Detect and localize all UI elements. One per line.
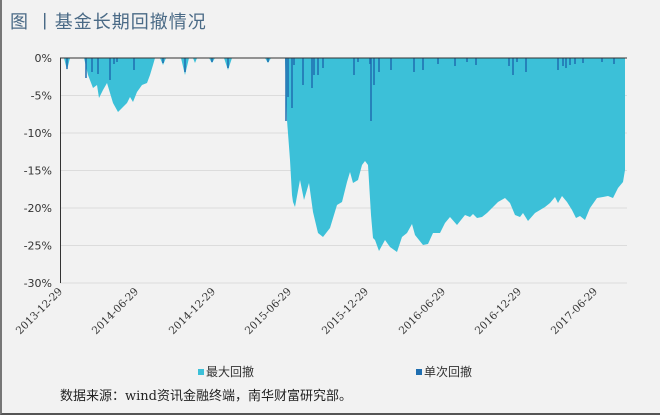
svg-text:2015-06-29: 2015-06-29 — [243, 286, 294, 337]
x-axis-labels: 2013-12-29 2014-06-29 2014-12-29 2015-06… — [14, 286, 600, 337]
svg-text:2013-12-29: 2013-12-29 — [14, 286, 65, 337]
legend-item-single-drawdown[interactable]: 单次回撤 — [416, 363, 472, 380]
svg-text:-30%: -30% — [24, 277, 52, 290]
legend-item-max-drawdown[interactable]: 最大回撤 — [198, 363, 254, 380]
legend-swatch-icon — [198, 368, 204, 375]
max-drawdown-area — [61, 58, 625, 252]
y-axis-labels: 0% -5% -10% -15% -20% -25% -30% — [24, 52, 52, 290]
svg-text:2016-12-29: 2016-12-29 — [473, 286, 524, 337]
svg-text:2015-12-29: 2015-12-29 — [320, 286, 371, 337]
chart-title: 图 丨基金长期回撤情况 — [10, 12, 207, 33]
data-source-note: 数据来源：wind资讯金融终端，南华财富研究部。 — [60, 389, 352, 404]
svg-text:-20%: -20% — [24, 202, 52, 215]
svg-text:-15%: -15% — [24, 165, 52, 178]
svg-text:-25%: -25% — [24, 240, 52, 253]
svg-text:0%: 0% — [35, 52, 52, 65]
svg-text:2014-06-29: 2014-06-29 — [90, 286, 141, 337]
svg-text:-5%: -5% — [31, 90, 52, 103]
svg-text:-10%: -10% — [24, 127, 52, 140]
svg-text:2016-06-29: 2016-06-29 — [397, 286, 448, 337]
svg-text:2017-06-29: 2017-06-29 — [549, 286, 600, 337]
single-drawdown-bars — [66, 58, 615, 121]
legend-swatch-icon — [416, 368, 422, 375]
svg-text:2014-12-29: 2014-12-29 — [167, 286, 218, 337]
